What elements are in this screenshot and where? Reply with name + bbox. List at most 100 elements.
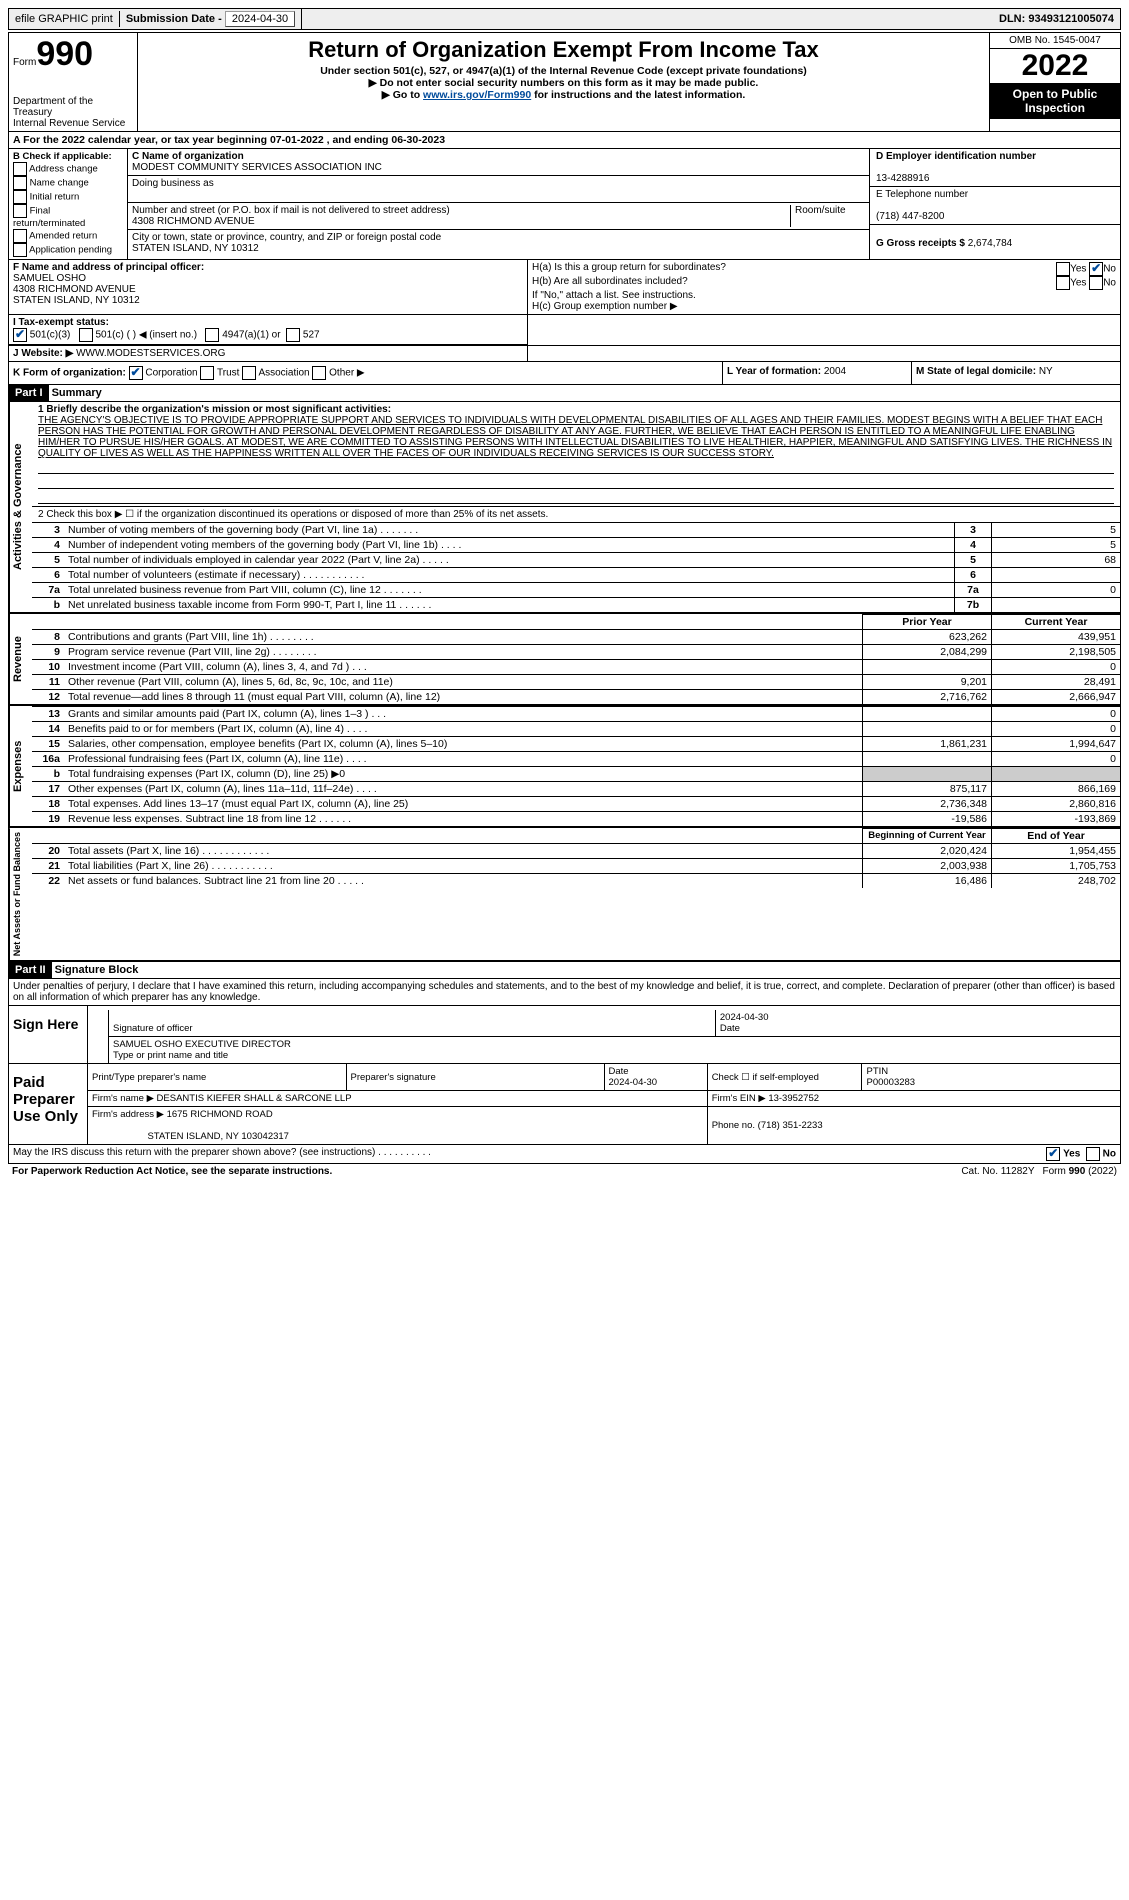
- checkbox-initial-return[interactable]: [13, 190, 27, 204]
- table-row: 7aTotal unrelated business revenue from …: [32, 583, 1120, 598]
- footer-cat: Cat. No. 11282Y: [957, 1166, 1038, 1177]
- hb-no-label: No: [1103, 278, 1116, 289]
- blank-line-1: [38, 461, 1114, 474]
- dln-cell: DLN: 93493121005074: [993, 11, 1120, 27]
- discuss-no-checkbox[interactable]: [1086, 1147, 1100, 1161]
- row-klm: K Form of organization: ✔ Corporation Tr…: [8, 362, 1121, 385]
- section-net-assets: Net Assets or Fund Balances Beginning of…: [8, 828, 1121, 962]
- ptin-label: PTIN: [866, 1066, 888, 1077]
- checkbox-amended[interactable]: [13, 229, 27, 243]
- hdr-prior-year: Prior Year: [863, 615, 992, 630]
- part1-header-row: Part I Summary: [8, 385, 1121, 402]
- row-i-right: [528, 315, 1120, 345]
- table-row: 4Number of independent voting members of…: [32, 538, 1120, 553]
- sig-name-cell: SAMUEL OSHO EXECUTIVE DIRECTOR Type or p…: [109, 1037, 1121, 1064]
- irs-link[interactable]: www.irs.gov/Form990: [423, 89, 531, 101]
- i-label: I Tax-exempt status:: [13, 317, 109, 328]
- check-corp[interactable]: ✔: [129, 366, 143, 380]
- hdr-end-year: End of Year: [992, 829, 1121, 844]
- cell-city: City or town, state or province, country…: [128, 230, 869, 256]
- omb-number: OMB No. 1545-0047: [990, 33, 1120, 49]
- table-row: 21Total liabilities (Part X, line 26) . …: [32, 859, 1120, 874]
- paid-preparer-section: Paid Preparer Use Only Print/Type prepar…: [9, 1063, 1120, 1144]
- net-table: Beginning of Current Year End of Year 20…: [32, 828, 1120, 888]
- blank-line-3: [38, 491, 1114, 504]
- ha-yes-label: Yes: [1070, 264, 1086, 275]
- sign-here-section: Sign Here Signature of officer 2024-04-3…: [9, 1005, 1120, 1063]
- officer-label: F Name and address of principal officer:: [13, 262, 204, 273]
- discuss-no-label: No: [1103, 1149, 1116, 1160]
- footer-form-num: 990: [1069, 1166, 1086, 1177]
- gross-value: 2,674,784: [968, 238, 1013, 249]
- website-label: J Website: ▶: [13, 348, 73, 359]
- net-body: Beginning of Current Year End of Year 20…: [32, 828, 1120, 960]
- row-i-j: I Tax-exempt status: ✔ 501(c)(3) 501(c) …: [8, 315, 1121, 346]
- dln-value: 93493121005074: [1028, 13, 1114, 25]
- table-row: 12Total revenue—add lines 8 through 11 (…: [32, 690, 1120, 705]
- section-revenue: Revenue Prior Year Current Year 8Contrib…: [8, 614, 1121, 706]
- submission-date-button[interactable]: 2024-04-30: [225, 11, 295, 27]
- gross-label: G Gross receipts $: [876, 238, 968, 249]
- paid-preparer-body: Print/Type preparer's name Preparer's si…: [88, 1064, 1120, 1144]
- hb-note: If "No," attach a list. See instructions…: [532, 290, 1116, 301]
- discuss-text: May the IRS discuss this return with the…: [13, 1147, 431, 1161]
- cell-ein: D Employer identification number 13-4288…: [870, 149, 1120, 187]
- table-row: 22Net assets or fund balances. Subtract …: [32, 874, 1120, 889]
- hb-label: H(b) Are all subordinates included?: [532, 276, 688, 290]
- hb-yes-label: Yes: [1070, 278, 1086, 289]
- discuss-yes-label: Yes: [1063, 1149, 1080, 1160]
- exp-tbody: 13Grants and similar amounts paid (Part …: [32, 707, 1120, 827]
- col-f: F Name and address of principal officer:…: [9, 260, 528, 314]
- header-sub3: ▶ Go to www.irs.gov/Form990 for instruct…: [142, 89, 985, 101]
- cb-label-1: Name change: [30, 178, 89, 189]
- col-b-title: B Check if applicable:: [13, 151, 112, 162]
- table-row: 14Benefits paid to or for members (Part …: [32, 722, 1120, 737]
- firm-name-value: DESANTIS KIEFER SHALL & SARCONE LLP: [157, 1093, 352, 1104]
- firm-ein-value: 13-3952752: [768, 1093, 819, 1104]
- table-row: 19Revenue less expenses. Subtract line 1…: [32, 812, 1120, 827]
- ha-no-label: No: [1103, 264, 1116, 275]
- col-h: H(a) Is this a group return for subordin…: [528, 260, 1120, 314]
- dept-label: Department of the Treasury Internal Reve…: [13, 96, 133, 129]
- ha-label: H(a) Is this a group return for subordin…: [532, 262, 726, 276]
- col-b: B Check if applicable: Address change Na…: [9, 149, 128, 259]
- ha-yes-checkbox[interactable]: [1056, 262, 1070, 276]
- org-name-label: C Name of organization: [132, 151, 244, 162]
- col-d: D Employer identification number 13-4288…: [870, 149, 1120, 259]
- discuss-yes-checkbox[interactable]: ✔: [1046, 1147, 1060, 1161]
- col-k: K Form of organization: ✔ Corporation Tr…: [9, 362, 723, 384]
- sig-officer-cell: Signature of officer: [109, 1010, 716, 1037]
- hdr-current-year: Current Year: [992, 615, 1121, 630]
- k-label: K Form of organization:: [13, 368, 126, 379]
- check-527[interactable]: [286, 328, 300, 342]
- table-row: 8Contributions and grants (Part VIII, li…: [32, 630, 1120, 645]
- sign-here-label: Sign Here: [9, 1006, 88, 1063]
- self-employed-cell: Check ☐ if self-employed: [707, 1064, 862, 1091]
- check-trust[interactable]: [200, 366, 214, 380]
- street-label: Number and street (or P.O. box if mail i…: [132, 205, 450, 216]
- checkbox-address-change[interactable]: [13, 162, 27, 176]
- hb-yes-checkbox[interactable]: [1056, 276, 1070, 290]
- check-assoc[interactable]: [242, 366, 256, 380]
- sig-date-cell: 2024-04-30 Date: [715, 1010, 1120, 1037]
- checkbox-application-pending[interactable]: [13, 243, 27, 257]
- row-a-text-b: , and ending: [327, 134, 392, 146]
- revenue-body: Prior Year Current Year 8Contributions a…: [32, 614, 1120, 704]
- checkbox-name-change[interactable]: [13, 176, 27, 190]
- hb-no-checkbox[interactable]: [1089, 276, 1103, 290]
- side-label-net: Net Assets or Fund Balances: [9, 828, 32, 960]
- grid-bcd: B Check if applicable: Address change Na…: [8, 149, 1121, 260]
- rev-header-row: Prior Year Current Year: [32, 615, 1120, 630]
- cell-street: Number and street (or P.O. box if mail i…: [128, 203, 869, 230]
- checkbox-final-return[interactable]: [13, 204, 27, 218]
- l-label: L Year of formation:: [727, 366, 824, 377]
- check-other[interactable]: [312, 366, 326, 380]
- hdr-beg-year: Beginning of Current Year: [863, 829, 992, 844]
- city-value: STATEN ISLAND, NY 10312: [132, 243, 259, 254]
- city-label: City or town, state or province, country…: [132, 232, 441, 243]
- submission-label: Submission Date -: [126, 13, 225, 25]
- ha-no-checkbox[interactable]: ✔: [1089, 262, 1103, 276]
- check-501c3[interactable]: ✔: [13, 328, 27, 342]
- check-4947[interactable]: [205, 328, 219, 342]
- check-501c[interactable]: [79, 328, 93, 342]
